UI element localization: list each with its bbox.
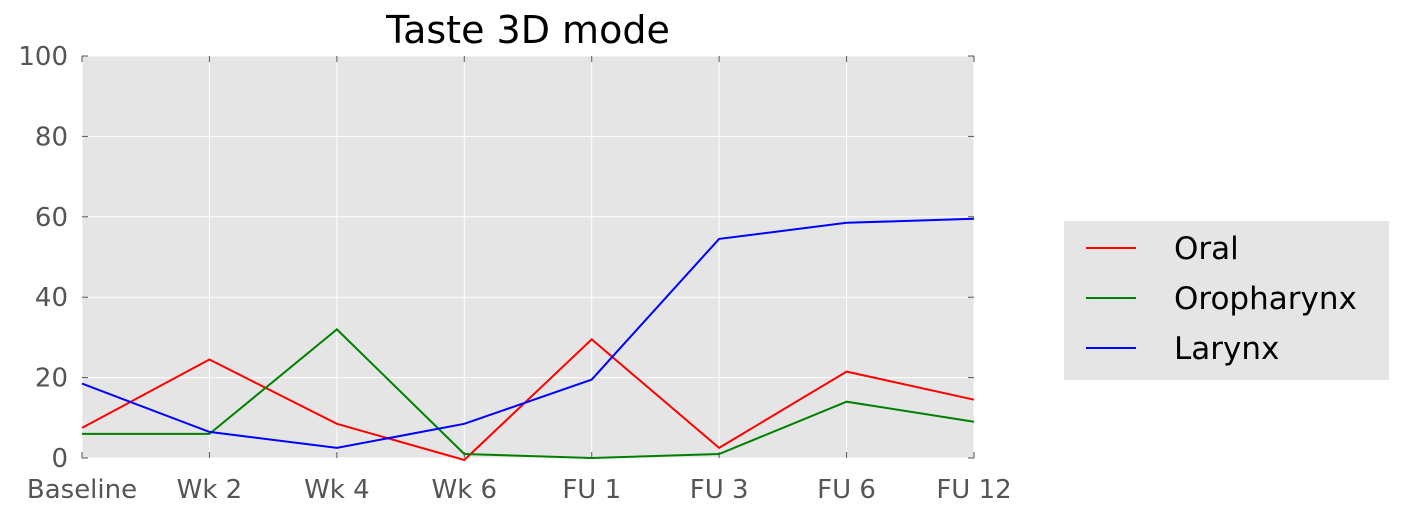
x-tick-label: Baseline [27, 475, 137, 505]
x-tick-label: Wk 4 [304, 475, 370, 505]
legend-label-larynx: Larynx [1174, 331, 1279, 367]
y-tick-label: 40 [35, 283, 68, 313]
x-tick-label: Wk 6 [431, 475, 497, 505]
x-tick-label: FU 1 [562, 475, 621, 505]
x-tick-label: FU 6 [817, 475, 876, 505]
plot-area [82, 56, 974, 458]
grid-lines [81, 55, 975, 459]
y-tick-labels: 0 20 40 60 80 100 [18, 42, 68, 474]
y-tick-label: 80 [35, 122, 68, 152]
x-tick-label: Wk 2 [177, 475, 243, 505]
legend-label-oropharynx: Oropharynx [1174, 281, 1357, 317]
y-tick-label: 0 [51, 444, 68, 474]
series-lines [81, 217, 975, 462]
x-tick-label: FU 3 [690, 475, 749, 505]
axis-ticks [81, 55, 975, 459]
chart-title: Taste 3D mode [385, 8, 670, 52]
series-line-oropharynx [82, 328, 975, 460]
y-tick-label: 100 [18, 42, 68, 72]
series-line-larynx [81, 217, 975, 449]
legend-label-oral: Oral [1174, 231, 1239, 267]
y-tick-label: 20 [35, 364, 68, 394]
x-tick-label: FU 12 [936, 475, 1011, 505]
x-tick-labels: Baseline Wk 2 Wk 4 Wk 6 FU 1 FU 3 FU 6 FU 12 [27, 475, 1012, 505]
legend: Oral Oropharynx Larynx [1064, 221, 1389, 380]
y-tick-label: 60 [35, 203, 68, 233]
series-line-oral [81, 338, 975, 462]
